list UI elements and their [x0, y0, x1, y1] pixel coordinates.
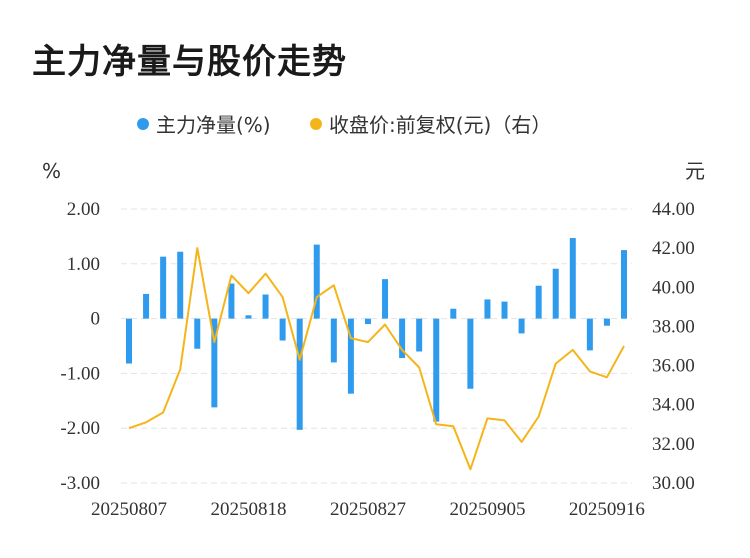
right-tick-label: 34.00: [652, 395, 695, 416]
price-line: [128, 247, 625, 471]
bar: [450, 308, 457, 319]
right-tick-label: 40.00: [652, 277, 695, 298]
gridlines: [121, 208, 632, 484]
bar: [177, 251, 184, 319]
legend-label-line: 收盘价:前复权(元)（右）: [329, 113, 551, 137]
bar: [552, 268, 559, 319]
left-tick-label: 0: [91, 309, 101, 330]
bar-series: [126, 238, 627, 430]
bar: [603, 318, 610, 326]
bar: [245, 315, 252, 319]
bar: [518, 318, 525, 334]
left-tick-label: -3.00: [60, 473, 100, 494]
bar: [143, 293, 150, 319]
bar: [501, 301, 508, 319]
bar: [416, 318, 423, 352]
x-tick-label: 20250916: [569, 499, 645, 520]
bar: [211, 318, 218, 408]
line-series: [128, 247, 625, 471]
bar: [279, 318, 286, 341]
bar: [194, 318, 201, 349]
bar: [467, 318, 474, 389]
right-tick-label: 44.00: [652, 199, 695, 220]
bar: [535, 285, 542, 319]
bar: [382, 279, 389, 319]
bar: [433, 318, 440, 422]
bar: [262, 294, 269, 319]
x-tick-label: 20250905: [449, 499, 525, 520]
x-tick-label: 20250807: [91, 499, 167, 520]
left-axis: 2.00 1.00 0 -1.00 -2.00 -3.00: [60, 199, 100, 494]
right-tick-label: 42.00: [652, 238, 695, 259]
legend: 主力净量(%) 收盘价:前复权(元)（右）: [137, 113, 551, 137]
x-tick-label: 20250818: [210, 499, 286, 520]
bar: [569, 238, 576, 319]
bar: [399, 318, 406, 359]
x-axis: 20250807 20250818 20250827 20250905 20250916: [91, 499, 645, 520]
bar: [364, 318, 371, 325]
legend-marker-line: [310, 118, 322, 130]
chart-title: 主力净量与股价走势: [32, 42, 347, 82]
right-axis-unit: 元: [685, 159, 705, 183]
bar: [126, 318, 132, 364]
x-tick-label: 20250827: [330, 499, 406, 520]
left-tick-label: -1.00: [60, 363, 100, 384]
bar: [160, 256, 167, 319]
right-tick-label: 38.00: [652, 316, 695, 337]
bar: [484, 299, 491, 319]
legend-label-bar: 主力净量(%): [156, 113, 271, 137]
left-tick-label: 1.00: [67, 254, 100, 275]
bar: [621, 250, 627, 319]
legend-marker-bar: [137, 118, 149, 130]
bar: [228, 283, 235, 319]
left-tick-label: 2.00: [67, 199, 100, 220]
right-tick-label: 30.00: [652, 473, 695, 494]
bar: [313, 244, 320, 319]
bar: [586, 318, 593, 351]
right-tick-label: 32.00: [652, 434, 695, 455]
left-tick-label: -2.00: [60, 418, 100, 439]
right-tick-label: 36.00: [652, 356, 695, 377]
right-axis: 44.00 42.00 40.00 38.00 36.00 34.00 32.00 30.00: [652, 199, 695, 494]
bar: [330, 318, 337, 363]
left-axis-unit: %: [42, 159, 61, 183]
bar: [296, 318, 303, 430]
bar: [347, 318, 354, 394]
